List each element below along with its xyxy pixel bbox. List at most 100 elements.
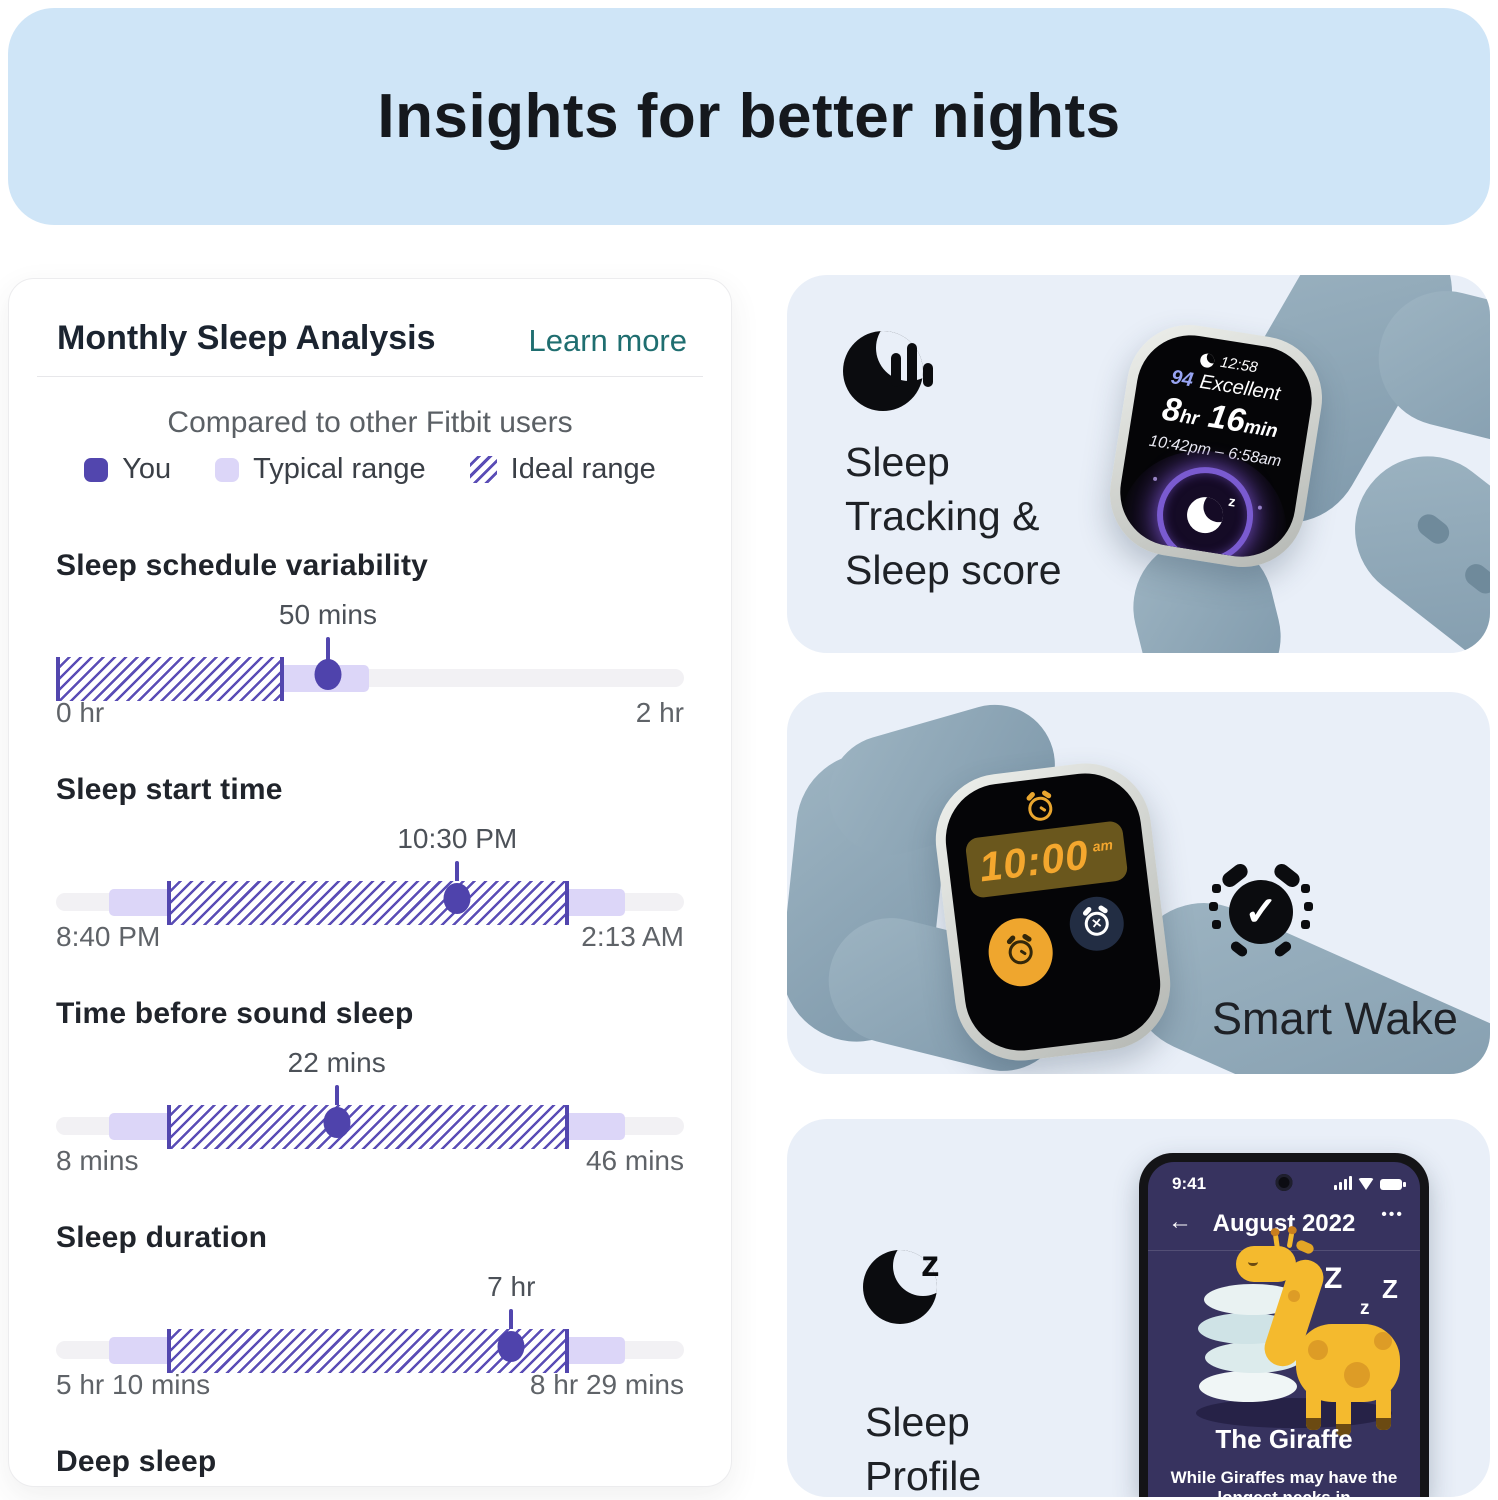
vibration-dot [1212, 884, 1221, 893]
label-line: Sleep [845, 439, 950, 485]
card-label: Smart Wake [1212, 993, 1458, 1044]
watch-face: 12:58 94 Excellent 8hr 16min 10:42pm – 6:… [1101, 316, 1331, 576]
sleep-animal-title: The Giraffe [1215, 1424, 1353, 1454]
z-glyph: z [1360, 1298, 1370, 1319]
panel-subtitle: Compared to other Fitbit users [167, 406, 573, 439]
panel-title: Monthly Sleep Analysis [57, 319, 436, 357]
monthly-sleep-analysis-card: Monthly Sleep Analysis Learn more Compar… [8, 278, 732, 1487]
phone-status-bar: 9:41 [1148, 1172, 1420, 1196]
range-plot: 7 hr 5 hr 10 mins 8 hr 29 mins [56, 1271, 684, 1411]
vibration-dot [1301, 884, 1310, 893]
alarm-icon [1007, 938, 1035, 966]
you-value-label: 50 mins [278, 599, 377, 630]
axis-max-label: 2 hr [635, 697, 684, 728]
phone-header-title: August 2022 [1212, 1210, 1356, 1237]
chart-title: Time before sound sleep [56, 997, 414, 1030]
status-icons [1334, 1176, 1406, 1190]
soundwave-bar-icon [907, 343, 917, 393]
band-hole [1413, 509, 1454, 549]
card-label: Sleep Profile [865, 1395, 981, 1497]
back-arrow-icon[interactable]: ← [1168, 1208, 1192, 1235]
watch-screen: 12:58 94 Excellent 8hr 16min 10:42pm – 6:… [1112, 327, 1320, 565]
axis-max-label: 46 mins [585, 1145, 684, 1176]
alarm-time-pill: 10:00 am [964, 819, 1129, 899]
ideal-range-band [56, 657, 284, 701]
overflow-menu-icon[interactable]: ••• [1381, 1206, 1404, 1223]
phone-screen: 9:41 ← August 2022 ••• [1148, 1162, 1420, 1497]
axis-min-label: 8:40 PM [56, 921, 161, 952]
star-dot [1257, 505, 1263, 510]
banner-title: Insights for better nights [377, 82, 1121, 151]
axis-min-label: 8 mins [56, 1145, 139, 1176]
check-icon: ✓ [1244, 890, 1278, 934]
you-dot [323, 1107, 351, 1138]
pillow [1199, 1371, 1297, 1402]
you-tick [509, 1309, 514, 1334]
axis-max-label: 8 hr 29 mins [529, 1369, 684, 1400]
ideal-range-band [167, 881, 570, 925]
label-line: Sleep score [845, 547, 1062, 593]
you-value-label: 10:30 PM [397, 823, 518, 854]
duration-mins: 16 [1205, 396, 1248, 440]
chart-deep-sleep: Deep sleep [56, 1445, 684, 1486]
sleep-ring: z [1150, 460, 1260, 565]
alarm-body [1229, 880, 1293, 944]
you-swatch-icon [84, 457, 109, 482]
label-line: Tracking & [845, 493, 1040, 539]
z-glyph: Z [1382, 1274, 1398, 1304]
you-tick [334, 1085, 339, 1110]
vibration-dot [1212, 920, 1221, 929]
ideal-range-swatch-icon [469, 456, 497, 483]
label-line: Profile [865, 1453, 982, 1497]
range-plot: 50 mins 0 hr 2 hr [56, 599, 684, 739]
chart-sleep-duration: Sleep duration 7 hr 5 hr 10 mins 8 hr 29… [56, 1221, 684, 1431]
ideal-range-band [167, 1105, 570, 1149]
moon-z-icon [863, 1250, 937, 1324]
you-dot [497, 1331, 525, 1362]
duration-mins-unit: min [1242, 416, 1280, 443]
axis-max-label: 2:13 AM [581, 921, 684, 952]
you-tick [455, 861, 460, 886]
legend-item-typical: Typical range [215, 453, 426, 486]
alarm-time: 10:00 [976, 830, 1092, 890]
z-glyph: z [1227, 492, 1237, 510]
sleep-score-value: 94 [1169, 366, 1195, 392]
z-glyph: Z [1324, 1262, 1343, 1295]
you-dot [314, 659, 342, 690]
legend: You Typical range Ideal range [9, 453, 731, 486]
giraffe-eye [1248, 1258, 1258, 1266]
x-icon: ✕ [1090, 915, 1104, 932]
you-value-label: 22 mins [287, 1047, 386, 1078]
chart-title: Sleep start time [56, 773, 283, 806]
status-time: 9:41 [1172, 1174, 1207, 1193]
star-dot [1154, 545, 1159, 551]
sleep-animal-description: While Giraffes may have the longest neck… [1170, 1468, 1398, 1497]
learn-more-link[interactable]: Learn more [528, 323, 687, 358]
watch-screen: 10:00 am ✕ [939, 767, 1167, 1057]
chart-sleep-schedule-variability: Sleep schedule variability 50 mins 0 hr … [56, 549, 684, 759]
duration-hours-unit: hr [1178, 406, 1201, 430]
alarm-check-icon: ✓ [1209, 860, 1313, 960]
chart-title: Sleep schedule variability [56, 549, 429, 582]
vibration-dot [1209, 902, 1218, 911]
moon-icon [1184, 494, 1226, 536]
battery-icon [1380, 1179, 1406, 1190]
moon-icon [1199, 352, 1216, 369]
band-hole [1460, 559, 1490, 598]
watch-time: 12:58 [1219, 353, 1259, 377]
chart-title: Deep sleep [56, 1445, 217, 1478]
typical-range-swatch-icon [215, 457, 240, 482]
card-smart-wake: 10:00 am ✕ ✓ Smart Wake [787, 692, 1490, 1074]
snooze-button [984, 914, 1057, 990]
range-plot: 10:30 PM 8:40 PM 2:13 AM [56, 823, 684, 963]
axis-min-label: 5 hr 10 mins [56, 1369, 211, 1400]
giraffe-leg [1336, 1392, 1351, 1436]
chart-sleep-start-time: Sleep start time 10:30 PM 8:40 PM 2:13 A… [56, 773, 684, 983]
label-line: Sleep [865, 1399, 970, 1445]
alarm-meridiem: am [1091, 836, 1114, 855]
you-dot [443, 883, 471, 914]
phone-header: ← August 2022 ••• [1148, 1206, 1420, 1242]
signal-icon [1334, 1176, 1352, 1190]
legend-ideal-label: Ideal range [510, 453, 656, 485]
vibration-dot [1301, 920, 1310, 929]
